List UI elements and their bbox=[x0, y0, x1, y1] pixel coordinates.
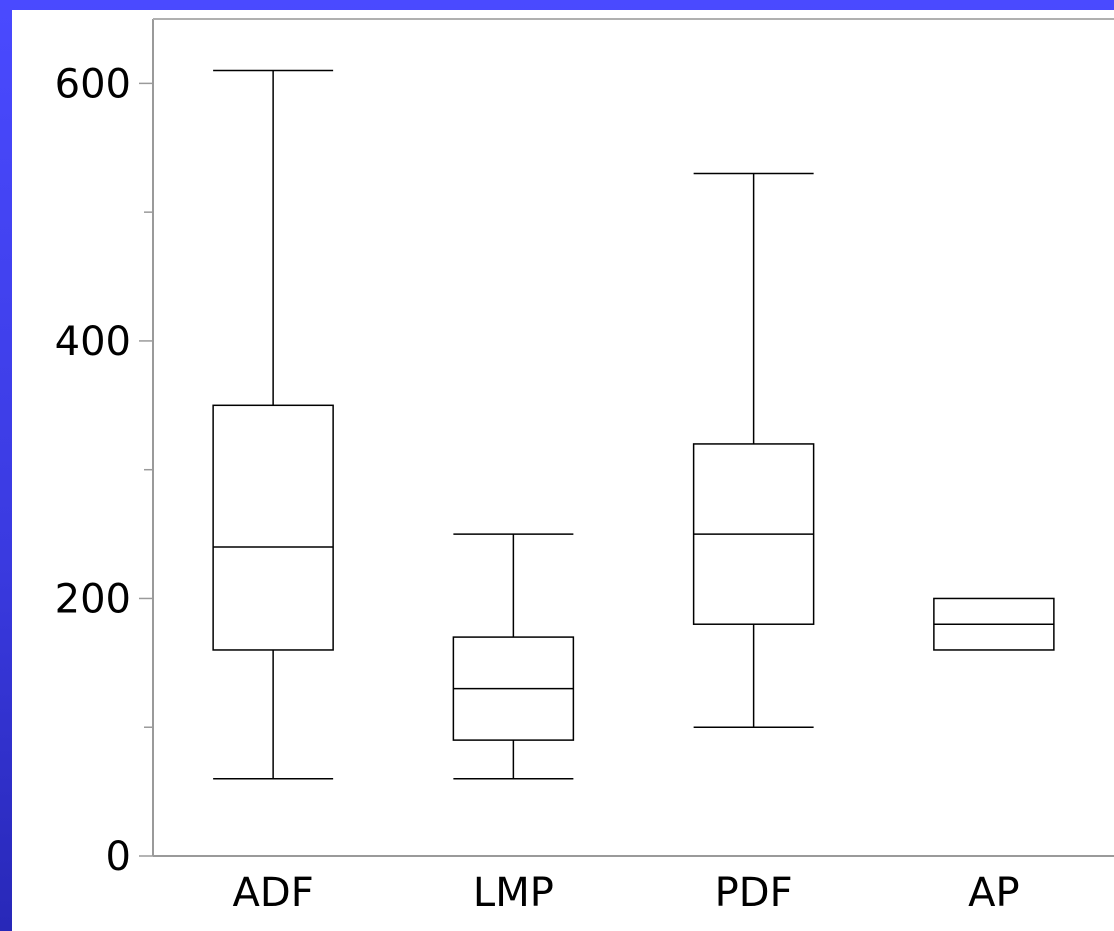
iqr-box bbox=[212, 404, 334, 651]
box-series bbox=[212, 69, 1055, 780]
box-ap bbox=[933, 597, 1055, 651]
chart-axes bbox=[152, 18, 1114, 857]
x-axis-labels: ADF LMP PDF AP bbox=[233, 870, 1020, 916]
box-pdf bbox=[692, 172, 815, 728]
y-tick-label: 600 bbox=[55, 61, 131, 107]
chart-panel: 0 200 400 600 ADF LMP PDF AP bbox=[12, 10, 1114, 931]
x-category-label: ADF bbox=[233, 870, 314, 916]
x-category-label: AP bbox=[968, 870, 1019, 916]
box-plot-chart: 0 200 400 600 ADF LMP PDF AP bbox=[55, 18, 1114, 916]
y-tick-label: 400 bbox=[55, 319, 131, 365]
x-category-label: PDF bbox=[715, 870, 793, 916]
y-tick-label: 0 bbox=[106, 834, 131, 880]
y-axis-ticks: 0 200 400 600 bbox=[55, 61, 153, 880]
y-tick-label: 200 bbox=[55, 576, 131, 622]
box-lmp bbox=[452, 533, 575, 780]
box-adf bbox=[212, 69, 334, 780]
x-category-label: LMP bbox=[473, 870, 554, 916]
